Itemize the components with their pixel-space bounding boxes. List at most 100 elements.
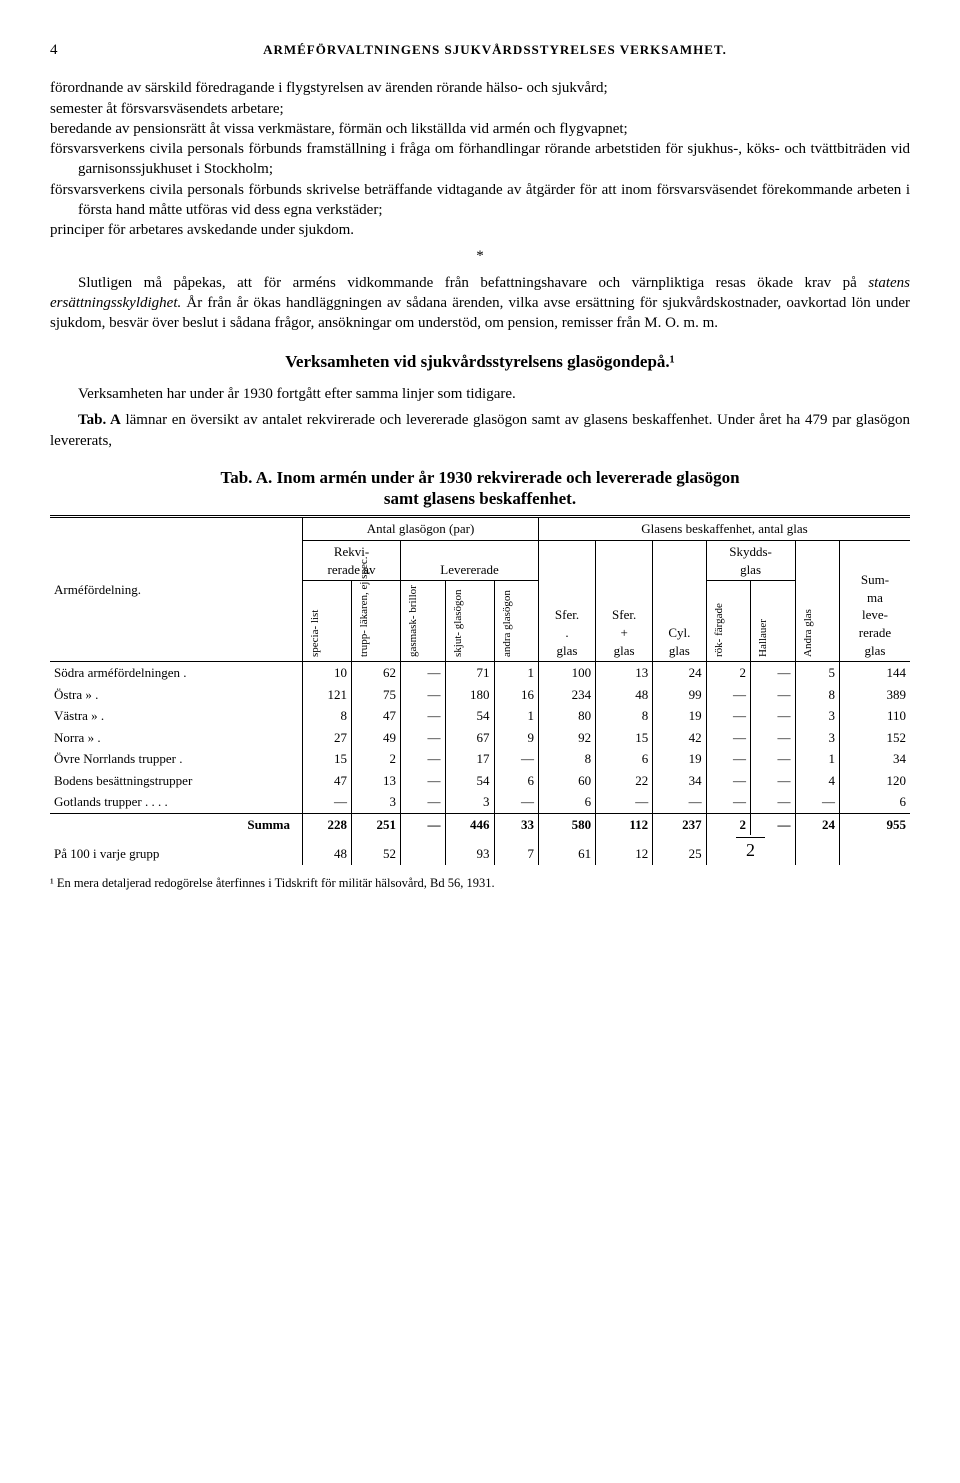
page-number: 4 [50,40,80,60]
col-sub-header: Levererade [401,540,539,580]
table-cell: — [494,748,538,770]
table-cell: 92 [538,727,595,749]
table-cell: — [401,748,445,770]
table-cell-brace: 2 [706,835,795,864]
table-cell: 33 [494,813,538,835]
caption-line: samt glasens beskaffenhet. [384,489,576,508]
col-header-vertical: Andra glas [800,583,817,659]
table-cell: 180 [445,684,494,706]
col-header: Sum- ma leve- rerade glas [839,540,910,661]
col-header: Sfer. . glas [538,540,595,661]
table-cell: — [706,770,750,792]
table-cell: 61 [538,835,595,864]
body-paragraph: principer för arbetares avskedande under… [50,220,910,240]
table-cell: 1 [795,748,839,770]
table-cell: 251 [352,813,401,835]
table-cell: 228 [303,813,352,835]
table-row: Bodens besättningstrupper4713—546602234—… [50,770,910,792]
table-row: På 100 i varje grupp48529376112252 [50,835,910,864]
table-cell: 16 [494,684,538,706]
row-label: Södra arméfördelningen . [50,662,303,684]
table-cell: 22 [596,770,653,792]
text-run-bold: Tab. A [78,412,121,428]
row-label: Gotlands trupper . . . . [50,791,303,813]
table-cell [795,835,839,864]
table-cell: 3 [795,727,839,749]
table-row: Västra » .847—54180819——3110 [50,705,910,727]
table-cell: 8 [303,705,352,727]
section-heading: Verksamheten vid sjukvårdsstyrelsens gla… [50,351,910,374]
table-cell: 17 [445,748,494,770]
body-paragraph: försvarsverkens civila personals förbund… [50,139,910,180]
table-cell: 75 [352,684,401,706]
col-header-vertical: trupp- läkaren, ej spec. [356,583,373,659]
table-cell: — [706,748,750,770]
table-cell: 42 [653,727,706,749]
table-row: Norra » .2749—679921542——3152 [50,727,910,749]
table-cell: 15 [596,727,653,749]
table-cell: — [706,727,750,749]
body-paragraph: beredande av pensionsrätt åt vissa verkm… [50,119,910,139]
table-cell: 234 [538,684,595,706]
page-header: 4 ARMÉFÖRVALTNINGENS SJUKVÅRDSSTYRELSES … [50,40,910,60]
table-cell: 6 [596,748,653,770]
table-cell: — [494,791,538,813]
table-cell: 144 [839,662,910,684]
text-run: Slutligen må påpekas, att för arméns vid… [78,275,868,291]
body-paragraph: försvarsverkens civila personals förbund… [50,180,910,221]
row-label: Bodens besättningstrupper [50,770,303,792]
table-cell: — [401,662,445,684]
table-cell: — [653,791,706,813]
table-cell: 93 [445,835,494,864]
table-cell: 1 [494,662,538,684]
footnote: ¹ En mera detaljerad redogörelse återfin… [50,875,910,892]
body-paragraph: semester åt försvarsväsendets arbetare; [50,99,910,119]
table-cell: 389 [839,684,910,706]
table-cell: — [751,727,795,749]
table-cell: 6 [538,791,595,813]
table-row: Gotlands trupper . . . .—3—3—6—————6 [50,791,910,813]
table-cell: 99 [653,684,706,706]
table-row: Östra » .12175—180162344899——8389 [50,684,910,706]
table-cell: 9 [494,727,538,749]
table-cell: 237 [653,813,706,835]
table-cell: 49 [352,727,401,749]
table-caption: Tab. A. Inom armén under år 1930 rekvire… [50,467,910,510]
table-cell: 24 [795,813,839,835]
table-cell: 8 [538,748,595,770]
table-cell: — [751,705,795,727]
table-cell: — [401,727,445,749]
table-cell: — [401,791,445,813]
table-cell: 24 [653,662,706,684]
table-cell: 19 [653,748,706,770]
table-cell: 54 [445,705,494,727]
table-row: Södra arméfördelningen .1062—71110013242… [50,662,910,684]
row-label: Östra » . [50,684,303,706]
row-label: Summa [50,813,303,835]
table-cell: 12 [596,835,653,864]
col-header-vertical: skjut- glasögon [450,583,467,659]
table-cell: 48 [596,684,653,706]
table-cell: 48 [303,835,352,864]
table-cell: — [303,791,352,813]
table-cell: 955 [839,813,910,835]
table-cell: 67 [445,727,494,749]
col-header-vertical: specia- list [307,583,324,659]
table-cell: — [751,813,795,835]
table-cell: 110 [839,705,910,727]
col-header-vertical: Hallauer [755,583,772,659]
body-paragraph: Verksamheten har under år 1930 fortgått … [50,384,910,404]
table-cell: — [706,684,750,706]
table-cell: 7 [494,835,538,864]
table-row: Summa228251—446335801122372—24955 [50,813,910,835]
table-cell: 62 [352,662,401,684]
row-label: Västra » . [50,705,303,727]
caption-line: Tab. A. Inom armén under år 1930 rekvire… [220,468,739,487]
col-header-vertical: rök- färgade [711,583,728,659]
table-cell: 152 [839,727,910,749]
table-cell: — [401,770,445,792]
table-cell: — [706,791,750,813]
col-header: Arméfördelning. [50,517,303,662]
table-cell: 27 [303,727,352,749]
col-sub-header: Rekvi- rerade av [303,540,401,580]
